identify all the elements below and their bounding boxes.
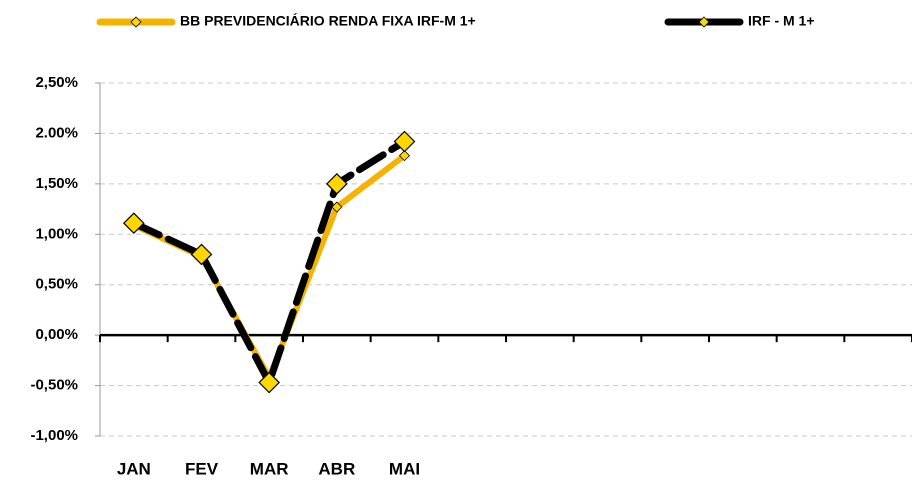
point-marker: [398, 150, 411, 162]
legend-label: BB PREVIDENCIÁRIO RENDA FIXA IRF-M 1+: [180, 13, 476, 29]
point-marker: [190, 243, 213, 266]
x-tick-label: MAI: [389, 459, 420, 478]
legend-marker: [130, 16, 142, 28]
series-line: [130, 137, 408, 392]
y-tick-label: 0,00%: [35, 326, 78, 343]
y-tick-label: 1,50%: [35, 175, 78, 192]
y-tick-label: 2,50%: [35, 74, 78, 91]
legend-label: IRF - M 1+: [748, 13, 815, 29]
y-tick-label: -1,00%: [30, 427, 78, 444]
y-tick-label: 0,50%: [35, 276, 78, 293]
point-marker: [258, 371, 281, 394]
legend-marker: [698, 16, 710, 28]
x-tick-label: JAN: [117, 459, 151, 478]
point-marker: [325, 173, 348, 195]
x-tick-label: MAR: [250, 459, 289, 478]
point-marker: [393, 130, 416, 153]
y-tick-label: 1,00%: [35, 225, 78, 242]
y-tick-label: -0,50%: [30, 377, 78, 394]
y-tick-label: 2.00%: [35, 124, 78, 141]
point-marker: [122, 212, 145, 235]
x-tick-label: FEV: [185, 459, 219, 478]
point-marker: [331, 201, 343, 213]
x-tick-label: ABR: [318, 459, 355, 478]
series-line: [130, 152, 408, 385]
